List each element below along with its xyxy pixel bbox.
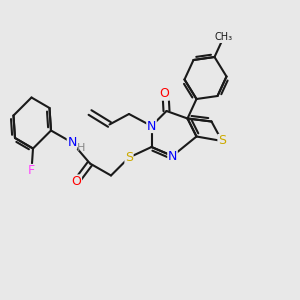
Text: H: H — [77, 143, 85, 153]
Text: F: F — [28, 164, 35, 178]
Text: S: S — [125, 151, 133, 164]
Text: O: O — [72, 175, 81, 188]
Text: CH₃: CH₃ — [214, 32, 232, 43]
Text: S: S — [218, 134, 226, 148]
Text: N: N — [168, 149, 177, 163]
Text: O: O — [160, 87, 169, 100]
Text: N: N — [147, 119, 156, 133]
Text: N: N — [67, 136, 77, 149]
